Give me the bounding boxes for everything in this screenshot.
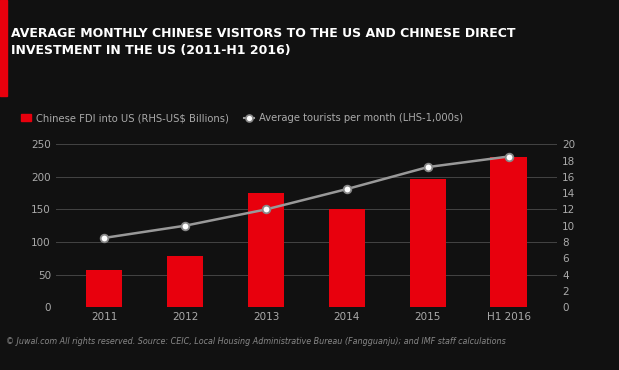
Legend: Chinese FDI into US (RHS-US$ Billions), Average tourists per month (LHS-1,000s): Chinese FDI into US (RHS-US$ Billions), …	[17, 110, 467, 127]
Bar	[329, 209, 365, 307]
Bar	[86, 270, 123, 307]
Bar	[248, 193, 284, 307]
Bar	[167, 256, 203, 307]
Text: © Juwal.com All rights reserved. Source: CEIC, Local Housing Administrative Bure: © Juwal.com All rights reserved. Source:…	[6, 337, 506, 346]
Bar	[0, 0, 7, 96]
Bar	[410, 179, 446, 307]
Bar	[490, 157, 527, 307]
Text: AVERAGE MONTHLY CHINESE VISITORS TO THE US AND CHINESE DIRECT
INVESTMENT IN THE : AVERAGE MONTHLY CHINESE VISITORS TO THE …	[11, 27, 516, 57]
